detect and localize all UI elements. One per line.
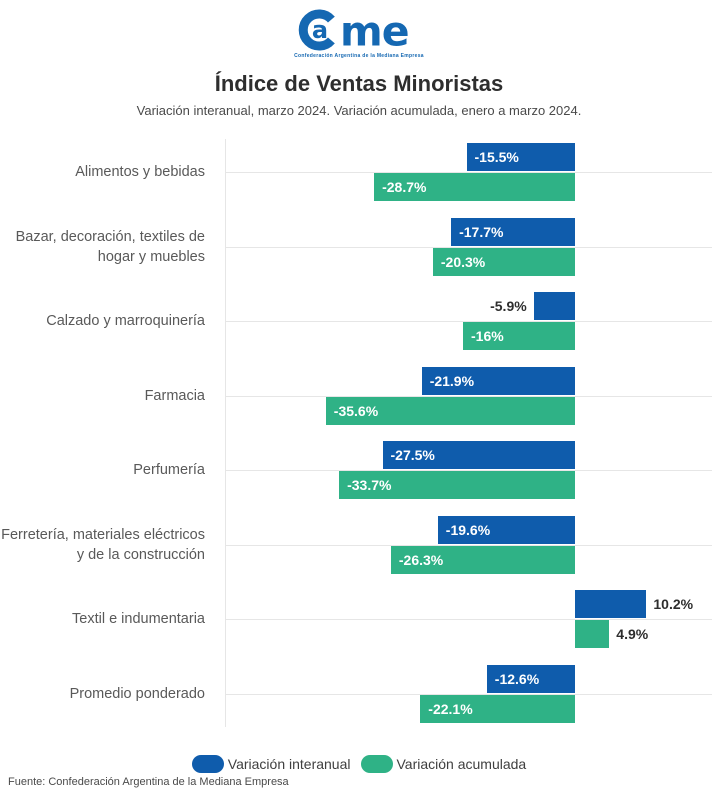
plot-area: -15.5% -28.7% <box>205 135 712 210</box>
chart-legend: Variación interanual Variación acumulada <box>0 754 718 774</box>
plot-area: 10.2% 4.9% <box>205 582 712 657</box>
plot-area: -21.9% -35.6% <box>205 359 712 434</box>
bar-interanual <box>533 292 575 321</box>
plot-area: -17.7% -20.3% <box>205 210 712 285</box>
bar-interanual <box>451 217 575 246</box>
category-row: Bazar, decoración, textiles de hogar y m… <box>0 210 718 285</box>
category-gridline <box>225 395 712 397</box>
bar-value-label: -26.3% <box>398 551 444 568</box>
plot-area: -27.5% -33.7% <box>205 433 712 508</box>
category-label: Promedio ponderado <box>69 685 205 702</box>
bar-acumulada <box>325 396 575 425</box>
category-row: Alimentos y bebidas -15.5% -28.7% <box>0 135 718 210</box>
legend-item-interanual: Variación interanual <box>191 755 351 773</box>
category-gridline <box>225 470 712 472</box>
plot-area: -12.6% -22.1% <box>205 657 712 732</box>
bar-value-label: -15.5% <box>474 149 519 166</box>
bar-value-label: -28.7% <box>382 179 427 196</box>
legend-swatch-acumulada-icon <box>360 755 393 773</box>
came-logo-icon: a me <box>298 8 410 56</box>
source-note: Fuente: Confederación Argentina de la Me… <box>8 776 289 788</box>
category-gridline <box>225 246 712 248</box>
bar-interanual <box>575 590 647 619</box>
category-row: Farmacia -21.9% -35.6% <box>0 359 718 434</box>
bar-value-label: -22.1% <box>428 700 473 717</box>
came-logo: a me Confederación Argentina de la Media… <box>283 8 435 60</box>
bar-interanual <box>486 664 575 693</box>
bar-acumulada <box>374 173 575 202</box>
bar-interanual <box>437 515 575 544</box>
bar-value-label: -16% <box>471 328 504 345</box>
legend-label-acumulada: Variación acumulada <box>396 756 527 772</box>
category-row: Textil e indumentaria 10.2% 4.9% <box>0 582 718 657</box>
category-label: Farmacia <box>144 387 205 404</box>
bar-value-label: -20.3% <box>440 253 486 270</box>
category-gridline <box>225 619 712 621</box>
bar-acumulada <box>420 694 575 723</box>
bar-interanual <box>382 441 575 470</box>
category-label: Perfumería <box>133 462 205 479</box>
bar-value-label: -19.6% <box>445 521 491 538</box>
bar-value-label: -35.6% <box>333 402 379 419</box>
logo-letters-me: me <box>340 8 409 52</box>
bar-acumulada <box>390 545 575 574</box>
category-label: Textil e indumentaria <box>72 611 205 628</box>
logo-letter-a: a <box>312 16 328 44</box>
bar-value-label: -12.6% <box>494 670 540 687</box>
bar-value-label: -33.7% <box>347 477 392 494</box>
bar-acumulada <box>463 322 575 351</box>
bar-value-label: -27.5% <box>390 447 435 464</box>
category-label: Calzado y marroquinería <box>46 313 205 330</box>
bar-interanual <box>466 143 575 172</box>
legend-label-interanual: Variación interanual <box>227 756 351 772</box>
chart-header: a me Confederación Argentina de la Media… <box>0 0 718 119</box>
plot-area: -5.9% -16% <box>205 284 712 359</box>
legend-item-acumulada: Variación acumulada <box>360 755 527 773</box>
category-row: Ferretería, materiales eléctricos y de l… <box>0 508 718 583</box>
bar-interanual <box>421 366 575 395</box>
logo-tagline: Confederación Argentina de la Mediana Em… <box>294 53 424 59</box>
page-subtitle: Variación interanual, marzo 2024. Variac… <box>136 103 582 118</box>
bar-value-label: 10.2% <box>653 596 694 613</box>
axis-gridline-vertical <box>225 139 226 727</box>
category-label: Bazar, decoración, textiles de hogar y m… <box>15 228 205 265</box>
category-row: Promedio ponderado -12.6% -22.1% <box>0 657 718 732</box>
category-gridline <box>225 693 712 695</box>
bar-acumulada <box>575 620 610 649</box>
category-label: Ferretería, materiales eléctricos y de l… <box>1 526 205 563</box>
bar-value-label: 4.9% <box>616 626 649 643</box>
category-label: Alimentos y bebidas <box>75 164 205 181</box>
category-row: Perfumería -27.5% -33.7% <box>0 433 718 508</box>
bar-acumulada <box>339 471 575 500</box>
bar-chart: Alimentos y bebidas -15.5% -28.7% Bazar, de… <box>0 135 718 732</box>
page-title: Índice de Ventas Minoristas <box>214 71 504 96</box>
bar-value-label: -21.9% <box>429 372 475 389</box>
bar-acumulada <box>432 247 575 276</box>
category-row: Calzado y marroquinería -5.9% -16% <box>0 284 718 359</box>
plot-area: -19.6% -26.3% <box>205 508 712 583</box>
category-gridline <box>225 172 712 174</box>
category-gridline <box>225 544 712 546</box>
category-gridline <box>225 321 712 323</box>
legend-swatch-interanual-icon <box>191 755 224 773</box>
bar-value-label: -5.9% <box>490 298 527 315</box>
bar-value-label: -17.7% <box>459 223 504 240</box>
